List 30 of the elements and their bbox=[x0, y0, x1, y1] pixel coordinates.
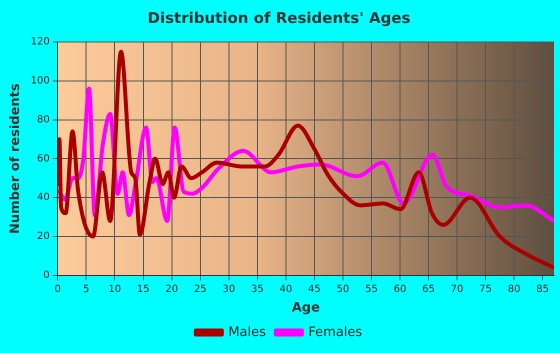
x-axis-title: Age bbox=[292, 300, 320, 316]
x-tick-label: 75 bbox=[479, 284, 492, 295]
x-tick-label: 60 bbox=[394, 284, 406, 295]
x-tick-label: 35 bbox=[250, 284, 264, 295]
y-tick-label: 20 bbox=[36, 231, 50, 242]
x-tick-label: 80 bbox=[508, 284, 520, 295]
x-tick-label: 0 bbox=[54, 284, 61, 295]
y-tick-label: 0 bbox=[43, 270, 50, 281]
x-tick-label: 65 bbox=[422, 284, 435, 295]
x-tick-label: 30 bbox=[222, 284, 236, 295]
chart-title: Distribution of Residents' Ages bbox=[148, 8, 411, 27]
x-tick-label: 45 bbox=[308, 284, 321, 295]
x-tick-label: 5 bbox=[83, 284, 90, 295]
y-axis-title: Number of residents bbox=[8, 83, 24, 234]
x-tick-label: 55 bbox=[365, 284, 378, 295]
x-tick-label: 20 bbox=[165, 284, 178, 295]
y-tick-label: 120 bbox=[30, 36, 50, 48]
y-tick-label: 60 bbox=[36, 153, 50, 164]
legend-label: Females bbox=[308, 324, 362, 340]
y-tick-label: 100 bbox=[30, 75, 50, 86]
y-tick-label: 40 bbox=[36, 192, 50, 204]
x-tick-label: 10 bbox=[108, 284, 122, 295]
x-tick-label: 15 bbox=[136, 284, 150, 295]
x-tick-label: 70 bbox=[450, 284, 464, 295]
x-tick-label: 50 bbox=[336, 284, 350, 295]
x-tick-label: 25 bbox=[194, 284, 207, 295]
legend-label: Males bbox=[228, 324, 266, 340]
y-tick-label: 80 bbox=[36, 114, 50, 126]
x-tick-label: 85 bbox=[536, 284, 549, 295]
x-tick-label: 40 bbox=[280, 284, 292, 295]
